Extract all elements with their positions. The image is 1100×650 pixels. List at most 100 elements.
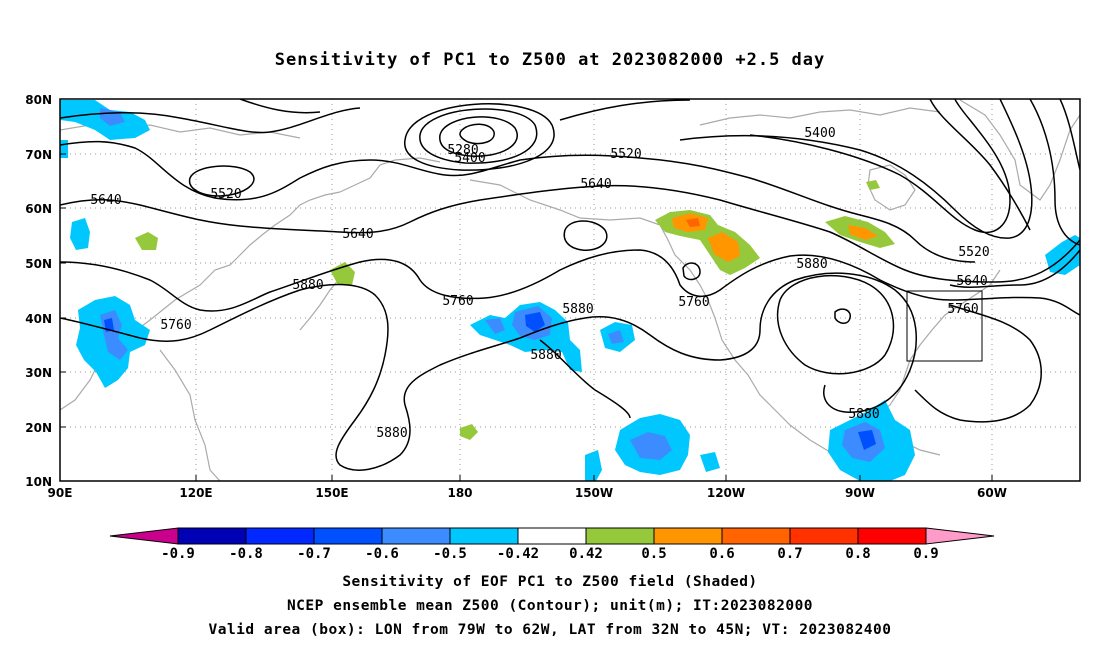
- contour-label-c5400a: 5400: [454, 151, 485, 166]
- contour-label-c5640d: 5640: [956, 274, 987, 289]
- colorbar-label: -0.6: [365, 546, 399, 562]
- caption-line-1: Sensitivity of EOF PC1 to Z500 field (Sh…: [342, 574, 758, 590]
- contour-5640-main: [60, 184, 1080, 283]
- colorbar-label: 0.7: [777, 546, 802, 562]
- colorbar-box: [721, 527, 791, 545]
- caption-line-2: NCEP ensemble mean Z500 (Contour); unit(…: [286, 598, 814, 614]
- colorbar-triangle-high: [925, 527, 995, 545]
- contour-label-c5880f: 5880: [376, 426, 407, 441]
- colorbar-box: [245, 527, 315, 545]
- gridlines: [60, 99, 1080, 481]
- lat-label-10n: 10N: [25, 475, 52, 489]
- contour-label-c5640a: 5640: [90, 193, 121, 208]
- lat-label-60n: 60N: [25, 202, 52, 216]
- contour-label-c5760d: 5760: [947, 302, 978, 317]
- colorbar: [109, 527, 995, 545]
- contour-5880-west: [60, 272, 917, 471]
- contour-ring-b: [404, 103, 555, 171]
- lat-label-50n: 50N: [25, 257, 52, 271]
- coast-asia-2: [159, 349, 221, 481]
- lon-axis: 90E 120E 150E 180 150W 120W 90W 60W: [48, 475, 1007, 500]
- lon-label-90e: 90E: [48, 486, 73, 500]
- colorbar-label: 0.42: [569, 546, 603, 562]
- contour-label-c5640b: 5640: [580, 177, 611, 192]
- colorbar-label: -0.9: [161, 546, 195, 562]
- colorbar-label: 0.9: [913, 546, 938, 562]
- lon-label-120e: 120E: [179, 486, 212, 500]
- contour-5760-main: [60, 249, 1080, 316]
- contour-label-c5880b: 5880: [562, 302, 593, 317]
- colorbar-label: -0.8: [229, 546, 263, 562]
- contour-east-4: [1059, 99, 1080, 171]
- lon-label-120w: 120W: [707, 486, 745, 500]
- colorbar-box: [517, 527, 587, 545]
- contour-5640-east: [949, 249, 1080, 288]
- contour-label-c5640c: 5640: [342, 227, 373, 242]
- z500-contours: [60, 99, 1080, 471]
- colorbar-box: [313, 527, 383, 545]
- contour-label-c5760c: 5760: [678, 295, 709, 310]
- colorbar-label: -0.7: [297, 546, 331, 562]
- contour-label-c5520b: 5520: [210, 187, 241, 202]
- contour-5400-north: [559, 99, 691, 121]
- contour-5520-east: [679, 99, 1033, 239]
- colorbar-triangle-low: [109, 527, 179, 545]
- lon-label-180: 180: [447, 486, 472, 500]
- contour-label-c5880a: 5880: [292, 278, 323, 293]
- colorbar-label: -0.5: [433, 546, 467, 562]
- coast-na-west: [659, 224, 831, 453]
- coast-arctic: [699, 107, 941, 126]
- colorbar-box: [449, 527, 519, 545]
- map-frame: [59, 98, 1081, 482]
- lat-axis: 80N 70N 60N 50N 40N 30N 20N 10N: [25, 93, 66, 489]
- contour-arctic-a: [60, 107, 361, 134]
- contour-loop-90w: [834, 308, 851, 324]
- valid-area-box: [906, 290, 983, 362]
- colorbar-labels: -0.9 -0.8 -0.7 -0.6 -0.5 -0.42 0.42 0.5 0.6 0.7 0.…: [161, 546, 939, 562]
- contour-label-c5880d: 5880: [796, 257, 827, 272]
- positive-blobs: [135, 180, 895, 440]
- coast-greenland: [959, 99, 1080, 201]
- lat-label-70n: 70N: [25, 148, 52, 162]
- sensitivity-shading: [60, 100, 1080, 481]
- contour-east-3: [1029, 99, 1080, 246]
- coast-hudson: [867, 164, 916, 211]
- contour-5760-east: [914, 304, 1042, 423]
- contour-5520-west: [60, 140, 976, 263]
- contour-loop-180: [563, 220, 608, 251]
- lon-label-60w: 60W: [977, 486, 1007, 500]
- figure-title: Sensitivity of PC1 to Z500 at 2023082000…: [274, 50, 826, 70]
- contour-5400-ring: [439, 116, 518, 157]
- contour-label-c5880e: 5880: [848, 407, 879, 422]
- contour-label-c5760b: 5760: [442, 294, 473, 309]
- colorbar-box: [789, 527, 859, 545]
- colorbar-box: [653, 527, 723, 545]
- contour-label-c5520c: 5520: [958, 245, 989, 260]
- contour-label-c5880c: 5880: [530, 348, 561, 363]
- lon-label-90w: 90W: [845, 486, 875, 500]
- contour-5880-inner: [776, 274, 895, 375]
- contour-5400-east: [749, 99, 1011, 234]
- negative-blobs: [60, 100, 1080, 481]
- colorbar-box: [381, 527, 451, 545]
- colorbar-label: -0.42: [497, 546, 539, 562]
- colorbar-box: [857, 527, 927, 545]
- colorbar-box: [177, 527, 247, 545]
- lat-label-30n: 30N: [25, 366, 52, 380]
- colorbar-label: 0.8: [845, 546, 870, 562]
- caption-line-3: Valid area (box): LON from 79W to 62W, L…: [208, 622, 892, 638]
- lat-label-80n: 80N: [25, 93, 52, 107]
- lon-label-150e: 150E: [315, 486, 348, 500]
- contour-ring-a: [419, 108, 538, 164]
- map-panel: [60, 99, 1080, 481]
- lat-label-20n: 20N: [25, 421, 52, 435]
- coast-alaska: [469, 179, 661, 226]
- colorbar-label: 0.5: [641, 546, 666, 562]
- contour-label-c5400b: 5400: [804, 126, 835, 141]
- contour-loop-120w: [682, 262, 701, 281]
- contour-5280: [459, 123, 495, 145]
- contour-5520-low: [188, 165, 255, 197]
- contour-east-5: [929, 99, 1031, 231]
- contour-label-c5280: 5280: [447, 143, 478, 158]
